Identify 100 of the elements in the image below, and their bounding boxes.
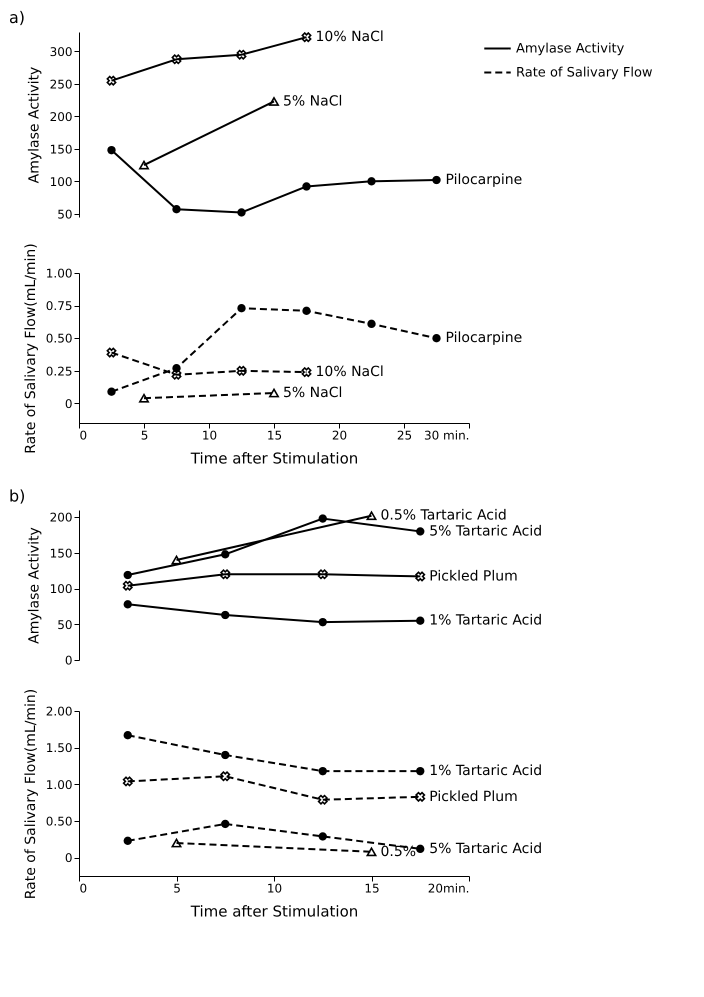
- point: [221, 550, 230, 558]
- series-label: 1% Tartaric Acid: [429, 763, 542, 780]
- series-label: 5% NaCl: [283, 385, 342, 401]
- point: [318, 514, 327, 523]
- series-label: 0.5% Tartaric Acid: [380, 508, 507, 524]
- point: [172, 205, 181, 214]
- point: [318, 569, 328, 580]
- point: [237, 208, 246, 217]
- point: [416, 527, 424, 536]
- series-label: 1% Tartaric Acid: [429, 612, 542, 629]
- x-tick-label: 5: [140, 428, 148, 442]
- x-tick-label: 20min.: [428, 882, 470, 896]
- y-tick-label: 0: [64, 851, 72, 866]
- point: [124, 570, 132, 580]
- series-label: Pickled Plum: [429, 788, 518, 805]
- series-label: 0.5%: [380, 844, 416, 860]
- y-tick-label: 0: [64, 396, 72, 411]
- point: [220, 771, 230, 782]
- x-axis-title: Time after Stimulation: [190, 450, 358, 468]
- point: [415, 571, 426, 582]
- x-tick-label: 5: [173, 882, 181, 896]
- series-label: Pilocarpine: [446, 172, 522, 188]
- y-tick-label: 2.00: [46, 704, 72, 718]
- x-tick-label: 25: [396, 428, 412, 442]
- x-tick-label: 20: [332, 428, 348, 442]
- point: [172, 370, 182, 380]
- y-tick-label: 1.00: [46, 778, 72, 792]
- x-tick-label: 0: [80, 428, 88, 442]
- series-label: 5% Tartaric Acid: [429, 840, 542, 857]
- y-tick-label: 1.00: [46, 266, 72, 280]
- y-axis-title: Amylase Activity: [26, 527, 43, 644]
- point: [318, 794, 328, 805]
- point: [122, 776, 133, 786]
- y-tick-label: 0: [64, 654, 72, 668]
- point: [220, 569, 230, 580]
- chart-title: b): [9, 486, 26, 506]
- y-tick-label: 0.25: [46, 364, 72, 378]
- series-label: 5% NaCl: [283, 93, 342, 110]
- y-tick-label: 0.75: [46, 299, 72, 314]
- text: Amylase Activity: [516, 42, 625, 56]
- point: [124, 600, 132, 608]
- point: [367, 320, 376, 328]
- y-tick-label: 0.50: [46, 814, 72, 828]
- y-tick-label: 0.50: [46, 332, 72, 346]
- point: [318, 832, 327, 841]
- x-tick-label: 0: [80, 882, 88, 896]
- series-label: 10% NaCl: [316, 29, 384, 46]
- point: [124, 731, 132, 740]
- point: [172, 54, 182, 64]
- point: [107, 388, 116, 396]
- point: [221, 820, 230, 828]
- point: [302, 32, 312, 42]
- x-tick-label: 15: [266, 428, 282, 442]
- y-tick-label: 50: [57, 618, 72, 632]
- x-axis-title: Time after Stimulation: [190, 902, 358, 920]
- point: [302, 306, 311, 315]
- x-tick-label: 30 min.: [424, 428, 470, 442]
- series-label: 10% NaCl: [316, 364, 384, 380]
- y-axis-title: Rate of Salivary Flow(mL/min): [22, 688, 39, 900]
- y-tick-label: 200: [50, 110, 72, 124]
- y-tick-label: 1.50: [46, 741, 72, 756]
- point: [367, 177, 376, 186]
- point: [236, 366, 246, 376]
- y-axis-title: Rate of Salivary Flow(mL/min): [22, 243, 39, 454]
- point: [122, 580, 133, 591]
- chart-title: a): [9, 8, 26, 27]
- point: [106, 76, 116, 86]
- series-label: Pilocarpine: [446, 330, 522, 346]
- x-tick-label: 10: [266, 882, 282, 896]
- point: [416, 766, 424, 776]
- point: [124, 836, 132, 845]
- y-tick-label: 100: [50, 582, 72, 596]
- point: [237, 304, 246, 312]
- x-tick-label: 10: [202, 428, 218, 442]
- y-tick-label: 100: [50, 174, 72, 189]
- y-tick-label: 150: [50, 142, 72, 156]
- point: [416, 616, 424, 625]
- point: [221, 610, 230, 620]
- y-tick-label: 250: [50, 77, 72, 92]
- point: [432, 334, 441, 342]
- point: [106, 348, 116, 358]
- y-tick-label: 200: [50, 510, 72, 525]
- text: Rate of Salivary Flow: [516, 66, 653, 80]
- point: [432, 176, 441, 184]
- x-tick-label: 15: [364, 882, 380, 896]
- series-label: Pickled Plum: [429, 568, 518, 584]
- point: [318, 766, 327, 776]
- y-tick-label: 150: [50, 546, 72, 560]
- point: [236, 50, 246, 60]
- y-axis-title: Amylase Activity: [26, 66, 43, 184]
- series-label: 5% Tartaric Acid: [429, 523, 542, 540]
- point: [107, 146, 116, 154]
- point: [302, 182, 311, 191]
- point: [415, 792, 426, 802]
- y-tick-label: 300: [50, 44, 72, 59]
- y-tick-label: 50: [57, 207, 72, 222]
- point: [416, 844, 424, 854]
- point: [221, 750, 230, 760]
- point: [302, 367, 312, 378]
- point: [318, 618, 327, 626]
